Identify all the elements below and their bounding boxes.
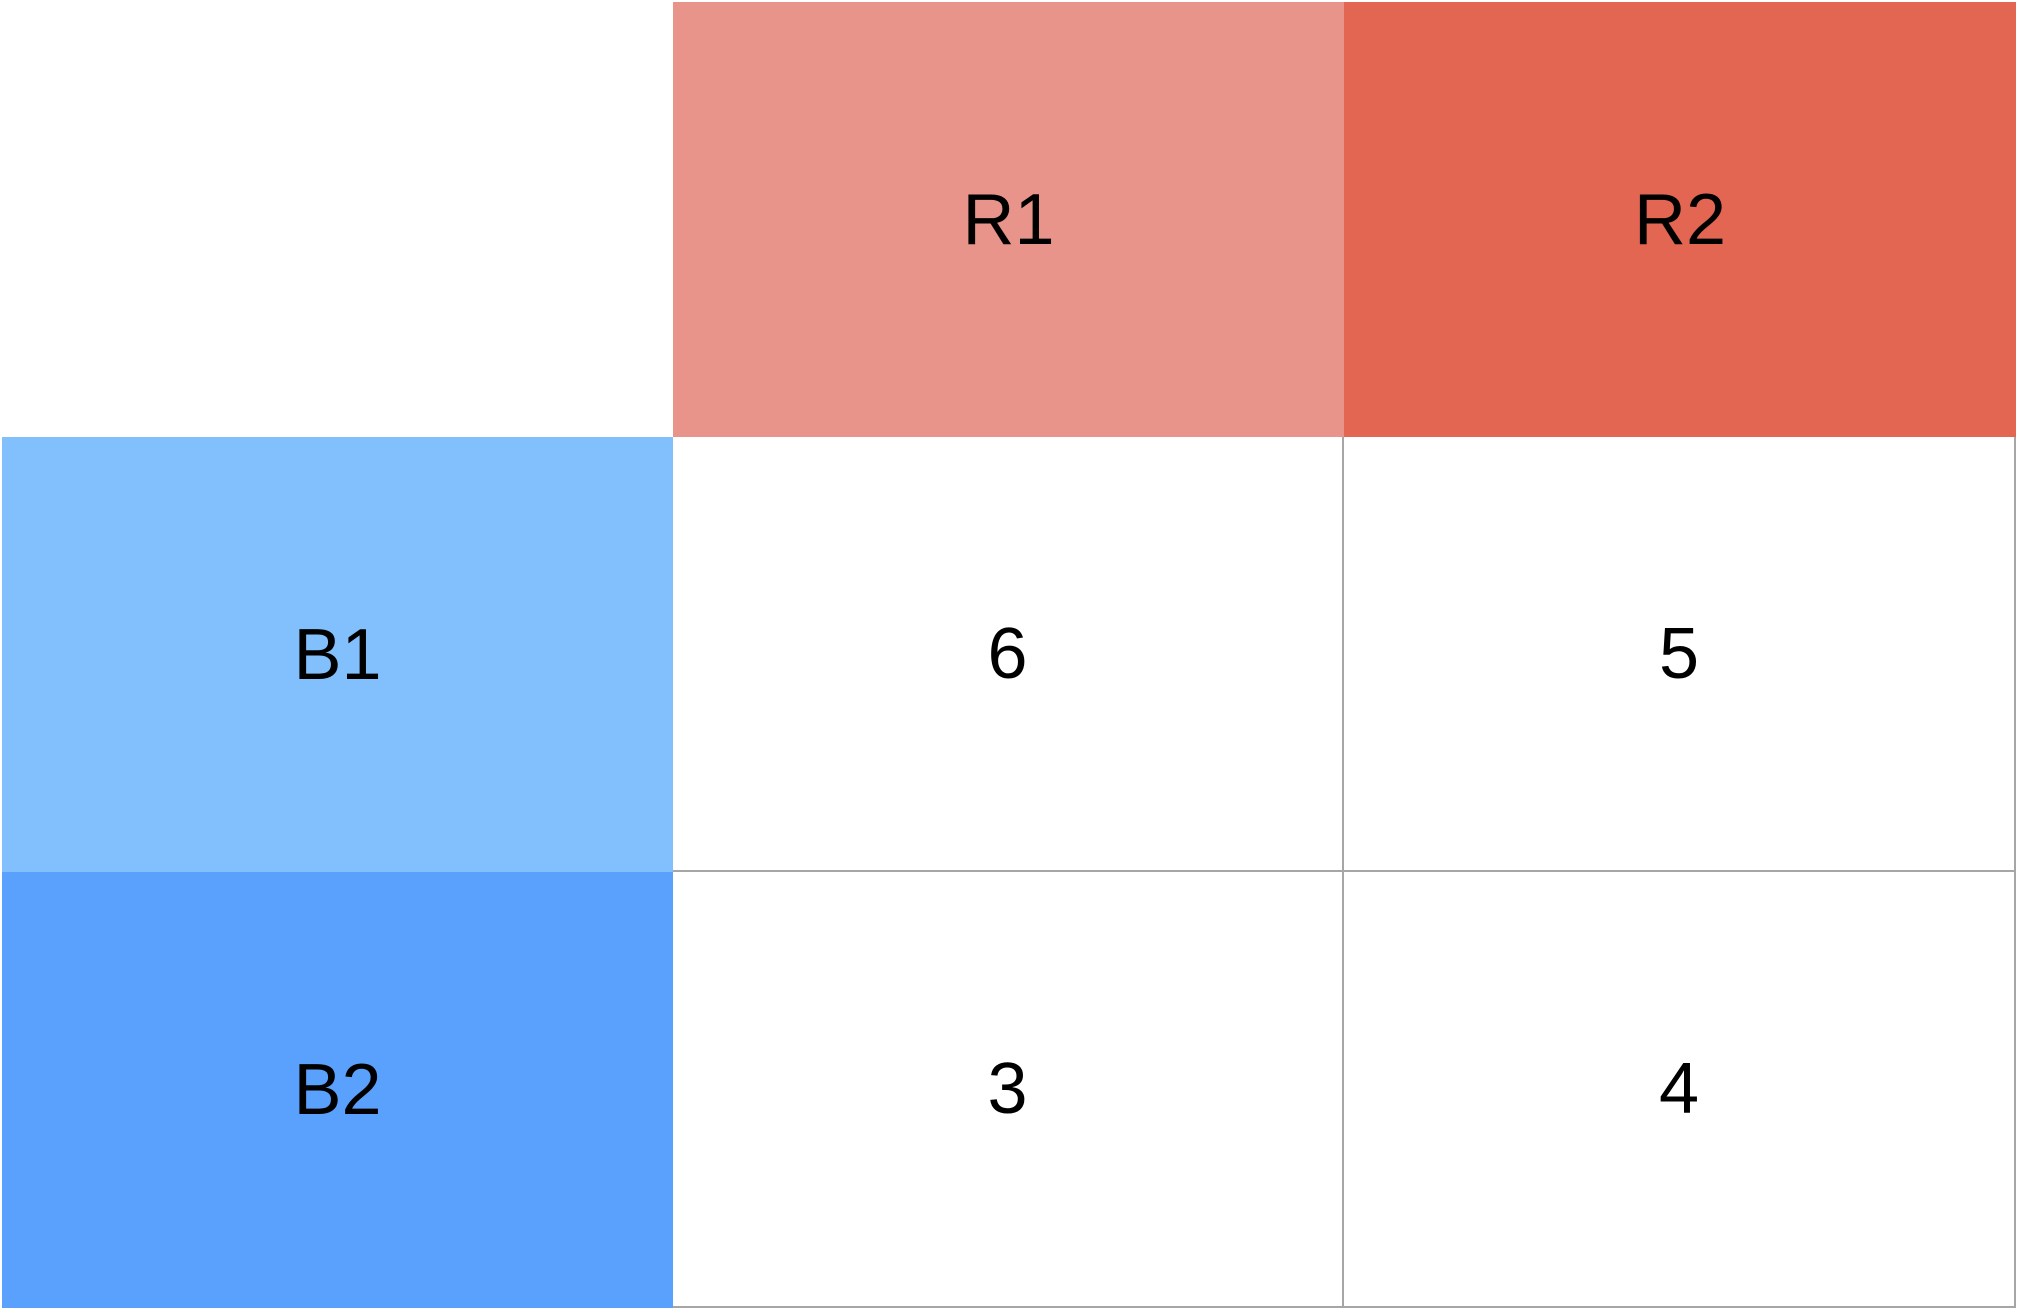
value-b1-r1: 6 [673,437,1344,872]
value-b1-r2: 5 [1344,437,2016,872]
column-header-r1: R1 [673,2,1344,437]
column-header-r2: R2 [1344,2,2016,437]
matrix-corner [2,2,673,437]
row-header-b1: B1 [2,437,673,872]
value-b2-r2: 4 [1344,872,2016,1308]
value-b2-r1: 3 [673,872,1344,1308]
row-header-b2: B2 [2,872,673,1308]
